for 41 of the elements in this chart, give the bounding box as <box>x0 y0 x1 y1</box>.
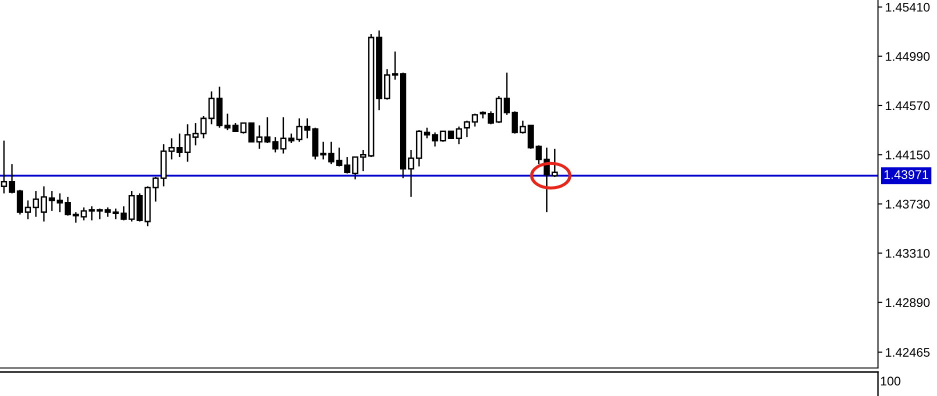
y-tick-label: 1.44570 <box>886 101 930 110</box>
y-tick-label: 1.43310 <box>886 248 930 258</box>
candlestick <box>248 122 255 143</box>
candlestick <box>48 190 55 212</box>
candlestick <box>32 190 40 218</box>
candlestick <box>464 120 470 138</box>
candlestick <box>440 130 446 143</box>
candlestick <box>496 95 502 124</box>
y-tick-label: 1.44150 <box>886 150 930 160</box>
candlestick <box>24 200 32 220</box>
y-tick-label: 1.42465 <box>886 348 930 357</box>
candlestick <box>40 186 47 222</box>
candlestick <box>264 116 270 144</box>
candlestick <box>256 124 262 150</box>
candlestick <box>168 138 175 160</box>
candlestick <box>432 132 438 148</box>
candlestick <box>200 115 207 139</box>
candlestick <box>424 127 430 139</box>
candlestick <box>240 122 247 134</box>
text: 100 <box>880 376 900 386</box>
candlestick <box>392 50 398 80</box>
candlestick <box>176 132 183 158</box>
candlestick <box>16 189 24 216</box>
candlestick <box>0 140 8 194</box>
candlestick <box>184 124 191 162</box>
candlestick <box>488 110 494 125</box>
candlestick <box>208 90 215 125</box>
candlestick <box>224 112 231 131</box>
y-tick-label: 1.42890 <box>886 298 930 308</box>
candlestick <box>472 112 478 128</box>
candlestick <box>408 149 414 198</box>
candlestick <box>272 136 278 154</box>
candlestick <box>8 163 16 194</box>
candlestick <box>384 68 390 100</box>
candlestick <box>56 192 63 213</box>
ref-line-label: 1.43971 <box>884 170 928 180</box>
y-tick-label: 1.43730 <box>886 200 930 209</box>
candlestick <box>456 126 462 145</box>
y-tick-label: 1.45410 <box>886 2 930 12</box>
candlestick <box>192 122 199 146</box>
y-tick-label: 1.44990 <box>886 52 930 61</box>
